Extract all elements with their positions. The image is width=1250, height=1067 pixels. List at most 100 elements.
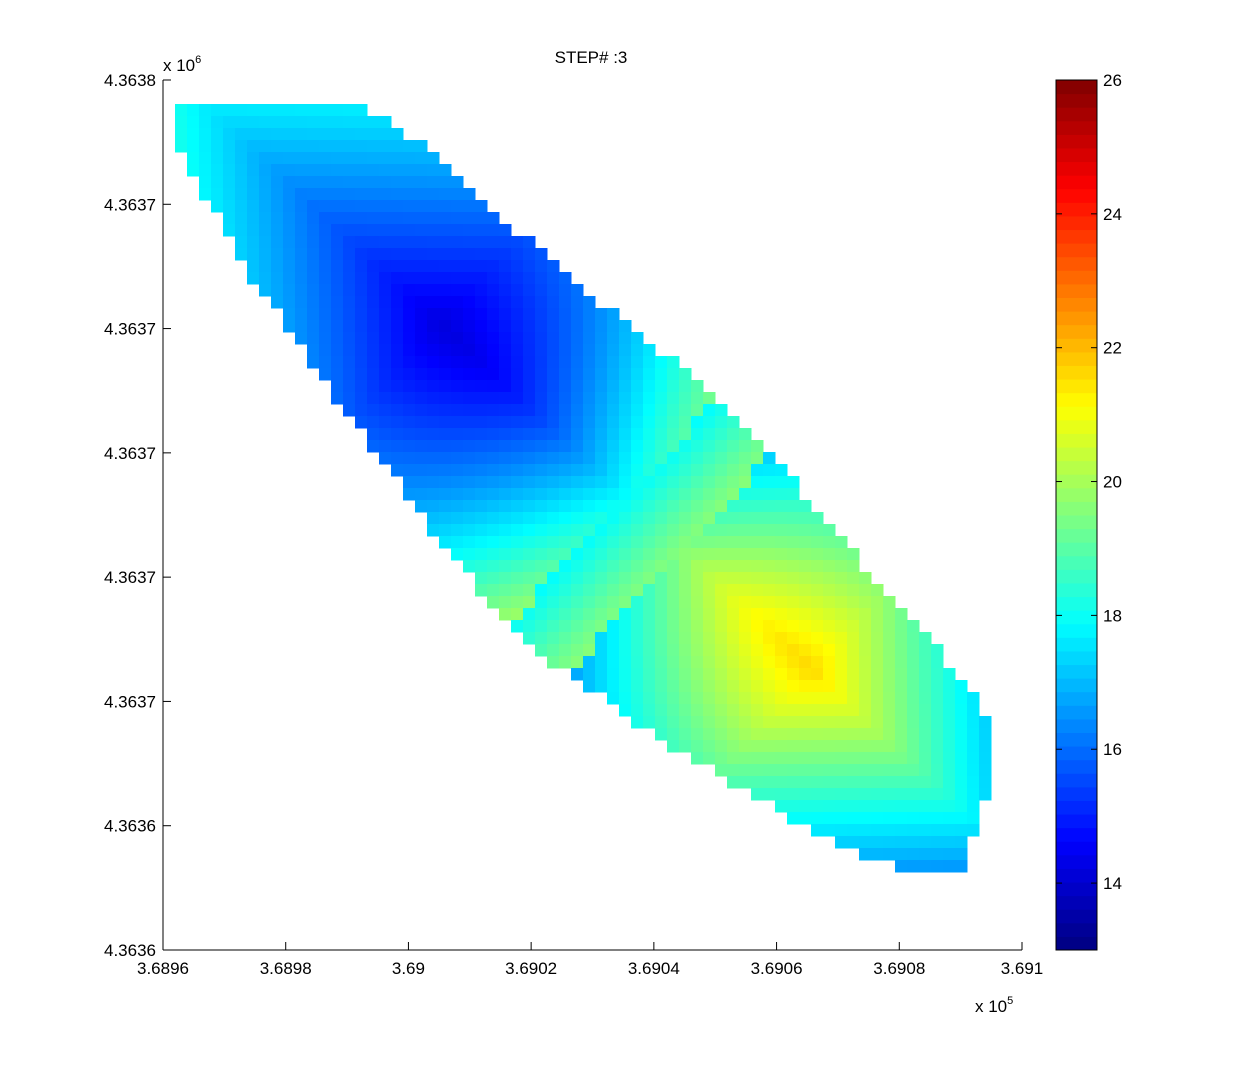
heatmap-cell	[811, 824, 824, 837]
heatmap-cell	[631, 392, 644, 405]
heatmap-cell	[295, 224, 308, 237]
heatmap-cell	[859, 608, 872, 621]
heatmap-cell	[859, 764, 872, 777]
heatmap-cell	[739, 668, 752, 681]
heatmap-cell	[583, 332, 596, 345]
heatmap-cell	[919, 740, 932, 753]
heatmap-cell	[703, 560, 716, 573]
heatmap-cell	[859, 704, 872, 717]
heatmap-cell	[571, 440, 584, 453]
heatmap-cell	[751, 572, 764, 585]
heatmap-cell	[619, 488, 632, 501]
heatmap-cell	[475, 416, 488, 429]
colorbar-swatch	[1056, 406, 1097, 421]
heatmap-cell	[595, 476, 608, 489]
heatmap-cell	[547, 296, 560, 309]
heatmap-cell	[511, 236, 524, 249]
heatmap-cell	[931, 668, 944, 681]
heatmap-cell	[391, 452, 404, 465]
heatmap-cell	[523, 308, 536, 321]
heatmap-cell	[631, 680, 644, 693]
heatmap-cell	[571, 344, 584, 357]
colorbar-swatch	[1056, 351, 1097, 366]
heatmap-cell	[187, 128, 200, 141]
heatmap-cell	[955, 800, 968, 813]
heatmap-cell	[823, 536, 836, 549]
heatmap-cell	[439, 332, 452, 345]
heatmap-cell	[427, 200, 440, 213]
heatmap-cell	[679, 632, 692, 645]
heatmap-cell	[883, 788, 896, 801]
heatmap-cell	[883, 620, 896, 633]
heatmap-cell	[223, 212, 236, 225]
heatmap-cell	[583, 452, 596, 465]
heatmap-cell	[439, 536, 452, 549]
heatmap-cell	[523, 236, 536, 249]
heatmap-cell	[631, 584, 644, 597]
heatmap-cell	[415, 368, 428, 381]
heatmap-cell	[907, 812, 920, 825]
heatmap-cell	[679, 368, 692, 381]
colorbar-swatch	[1056, 474, 1097, 489]
heatmap-cell	[679, 692, 692, 705]
heatmap-cell	[607, 620, 620, 633]
colorbar-swatch	[1056, 460, 1097, 475]
heatmap-cell	[319, 272, 332, 285]
heatmap-cell	[427, 464, 440, 477]
heatmap-cell	[271, 128, 284, 141]
heatmap-cell	[655, 464, 668, 477]
heatmap-cell	[571, 488, 584, 501]
heatmap-cell	[871, 644, 884, 657]
heatmap-cell	[715, 560, 728, 573]
heatmap-cell	[295, 332, 308, 345]
heatmap-cell	[883, 608, 896, 621]
heatmap-cell	[187, 152, 200, 165]
heatmap-cell	[379, 212, 392, 225]
heatmap-cell	[679, 392, 692, 405]
heatmap-cell	[355, 212, 368, 225]
heatmap-cell	[547, 356, 560, 369]
heatmap-cell	[547, 320, 560, 333]
heatmap-cell	[703, 476, 716, 489]
heatmap-cell	[703, 488, 716, 501]
heatmap-cell	[919, 716, 932, 729]
heatmap-cell	[235, 176, 248, 189]
heatmap-cell	[259, 248, 272, 261]
heatmap-cell	[907, 668, 920, 681]
heatmap-cell	[523, 608, 536, 621]
heatmap-cell	[535, 332, 548, 345]
heatmap-cell	[667, 680, 680, 693]
heatmap-cell	[847, 608, 860, 621]
heatmap-cell	[835, 548, 848, 561]
heatmap-cell	[871, 716, 884, 729]
heatmap-cell	[475, 392, 488, 405]
heatmap-cell	[487, 284, 500, 297]
heatmap-cell	[859, 668, 872, 681]
heatmap-cell	[931, 728, 944, 741]
heatmap-cell	[559, 416, 572, 429]
colorbar-swatch	[1056, 637, 1097, 652]
heatmap-cell	[559, 320, 572, 333]
heatmap-cell	[463, 272, 476, 285]
heatmap-cell	[775, 608, 788, 621]
heatmap-cell	[439, 200, 452, 213]
heatmap-cell	[631, 572, 644, 585]
colorbar-swatch	[1056, 243, 1097, 258]
heatmap-cell	[919, 776, 932, 789]
heatmap-cell	[811, 764, 824, 777]
heatmap-cell	[547, 260, 560, 273]
heatmap-cell	[703, 452, 716, 465]
heatmap-cell	[667, 584, 680, 597]
heatmap-cell	[679, 428, 692, 441]
heatmap-cell	[463, 452, 476, 465]
heatmap-cell	[871, 584, 884, 597]
heatmap-cell	[523, 524, 536, 537]
y-tick-label: 4.3638	[104, 71, 156, 90]
heatmap-cell	[787, 524, 800, 537]
heatmap-cell	[571, 476, 584, 489]
heatmap-cell	[691, 704, 704, 717]
heatmap-cell	[211, 116, 224, 129]
heatmap-cell	[883, 680, 896, 693]
colorbar-swatch	[1056, 759, 1097, 774]
heatmap-cell	[535, 584, 548, 597]
